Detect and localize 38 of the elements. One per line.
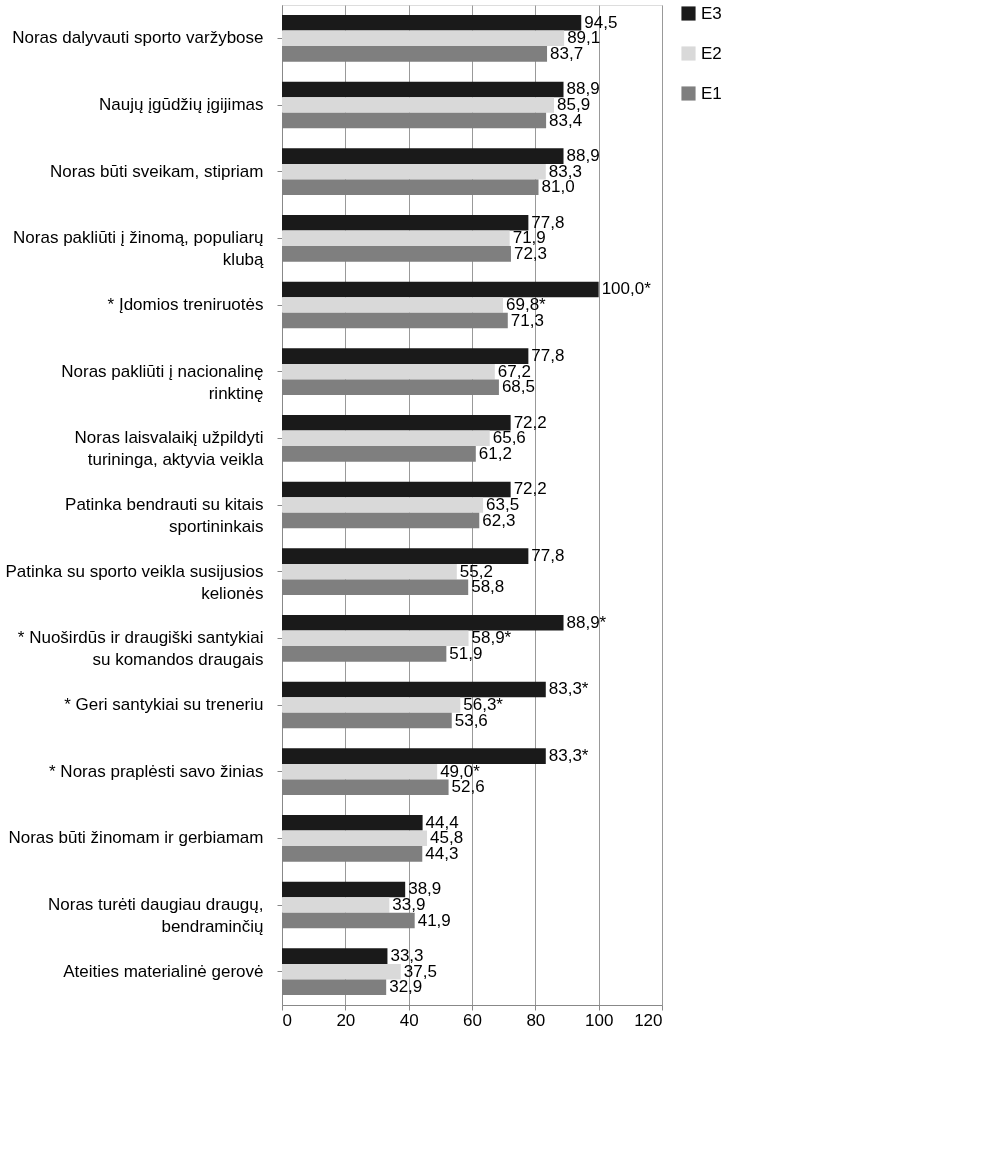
x-tick-label: 20 — [336, 1010, 356, 1030]
x-tick-label: 80 — [526, 1010, 546, 1030]
y-tick-label: Noras būti sveikam, stipriam — [49, 161, 264, 181]
x-tick-label: 100 — [584, 1010, 614, 1030]
x-tick-label: 60 — [463, 1010, 482, 1030]
data-label: 83,3* — [548, 746, 589, 766]
legend-label: E1 — [701, 83, 722, 103]
legend-label: E2 — [701, 43, 722, 63]
y-tick-label: * Įdomios treniruotės — [107, 295, 264, 314]
y-tick-label: Noras laisvalaikį užpildyti turininga, aktyvia veikla — [74, 428, 265, 470]
y-tick-label: Ateities materialinė gerovė — [63, 961, 264, 981]
legend-label: E3 — [701, 3, 722, 23]
y-tick-label: * Geri santykiai su treneriu — [64, 695, 264, 714]
data-label: 55,2 — [459, 561, 493, 581]
data-label: 77,8 — [531, 546, 565, 566]
data-label: 44,4 — [425, 812, 459, 832]
data-label: 88,9* — [566, 612, 607, 632]
data-label: 32,9 — [389, 977, 423, 997]
data-label: 83,3* — [548, 679, 589, 699]
y-tick-label: Patinka su sporto veikla susijusios kelionės — [5, 561, 264, 603]
y-tick-label: * Noras praplėsti savo žinias — [49, 761, 264, 781]
y-tick-label: * Nuoširdūs ir draugiški santykiai su komandos draugais — [17, 628, 264, 670]
data-label: 56,3* — [463, 695, 504, 714]
y-tick-label: Noras būti žinomam ir gerbiamam — [8, 828, 264, 848]
data-label: 100,0* — [601, 279, 652, 299]
y-tick-label: Noras pakliūti į žinomą, populiarų klubą — [13, 228, 265, 270]
y-tick-label: Naujų įgūdžių įgijimas — [99, 95, 264, 114]
data-label: 33,3 — [390, 946, 424, 966]
y-tick-label: Patinka bendrauti su kitais sportininkais — [65, 495, 264, 536]
x-tick-label: 40 — [399, 1010, 419, 1030]
x-tick-label: 0 — [282, 1010, 292, 1030]
x-tick-label: 120 — [634, 1010, 663, 1030]
data-label: 77,8 — [531, 346, 565, 366]
y-tick-label: Noras turėti daugiau draugų, bendraminčių — [48, 895, 264, 936]
y-tick-label: Noras pakliūti į nacionalinę rinktinę — [61, 361, 264, 403]
data-label: 67,2 — [497, 361, 531, 381]
y-tick-label: Noras dalyvauti sporto varžybose — [12, 28, 264, 48]
data-label: 44,3 — [425, 843, 459, 863]
